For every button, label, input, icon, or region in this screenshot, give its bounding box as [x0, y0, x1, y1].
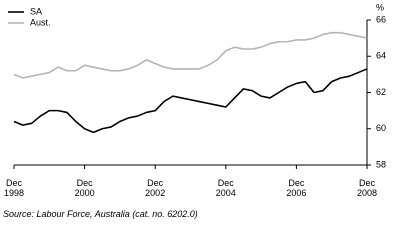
chart: % 58 60 62 64 66 SA Aust. Source: Labour Force… [3, 2, 387, 219]
legend-label: SA [30, 6, 42, 16]
y-tick-label: 60 [376, 123, 386, 133]
x-tick-label: Dec 2002 [145, 178, 166, 198]
x-tick-label: Dec 2008 [356, 178, 378, 198]
legend-label: Aust. [30, 17, 51, 27]
x-tick-label: Dec 2006 [286, 178, 307, 198]
y-tick-label: 62 [376, 87, 386, 97]
x-tick-label: Dec 2000 [74, 178, 95, 198]
y-tick-label: 64 [376, 51, 386, 61]
y-axis-label: % [376, 2, 384, 12]
y-tick-label: 66 [376, 14, 386, 24]
series-line [13, 31, 368, 79]
source-note: Source: Labour Force, Australia (cat. no… [3, 209, 198, 219]
x-tick-label: Dec 1998 [3, 178, 25, 198]
series-line [13, 68, 368, 134]
x-tick-label: Dec 2004 [215, 178, 236, 198]
y-tick-label: 58 [376, 159, 386, 169]
